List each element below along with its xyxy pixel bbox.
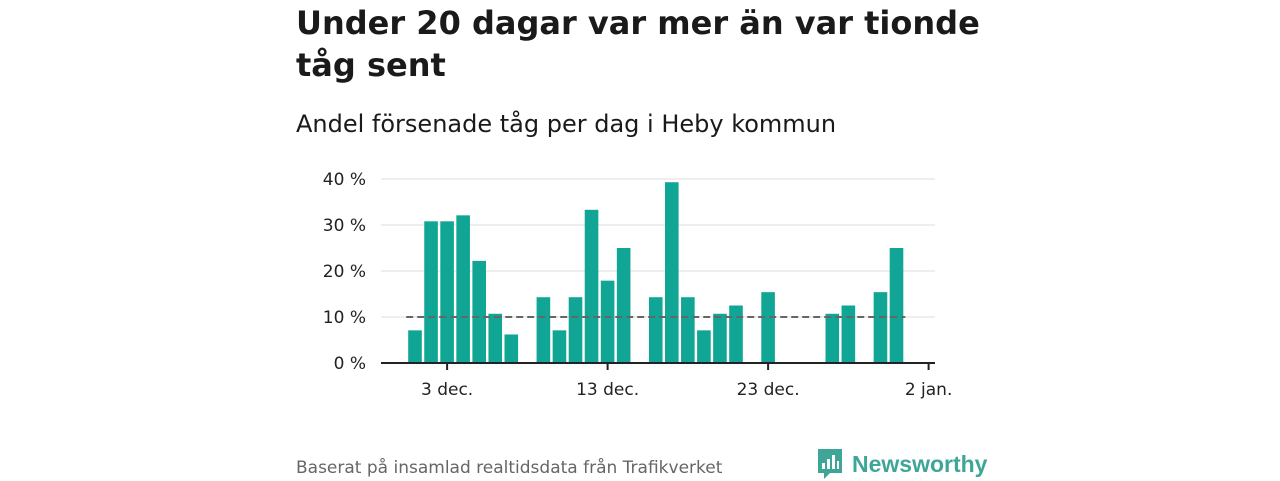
- brand-logo: Newsworthy: [816, 447, 987, 481]
- bar: [825, 313, 840, 363]
- bar: [889, 248, 904, 363]
- bar: [873, 292, 888, 363]
- brand-name: Newsworthy: [852, 450, 988, 477]
- bar: [681, 297, 695, 363]
- x-tick-label: 2 jan.: [905, 380, 953, 400]
- chart-title: Under 20 dagar var mer än var tionde tåg…: [296, 4, 980, 84]
- bar: [665, 182, 679, 363]
- x-tick-label: 3 dec.: [421, 380, 473, 400]
- source-note: Baserat på insamlad realtidsdata från Tr…: [296, 458, 723, 478]
- bar: [424, 221, 438, 363]
- bar-chart: 0 % 10 % 20 % 30 % 40 % 3 dec. 13 dec. 23 dec. 2…: [323, 170, 953, 400]
- bar: [488, 313, 503, 363]
- bar: [440, 221, 454, 363]
- bar: [600, 280, 615, 363]
- bar: [729, 305, 743, 363]
- tick-labels: 0 % 10 % 20 % 30 % 40 % 3 dec. 13 dec. 23 dec. 2…: [323, 170, 953, 400]
- bar: [472, 260, 486, 363]
- bar: [552, 330, 567, 363]
- bar: [456, 215, 470, 363]
- y-tick-label: 40 %: [323, 170, 366, 190]
- y-tick-label: 0 %: [334, 354, 366, 374]
- bar: [697, 330, 711, 363]
- bars: [408, 182, 904, 363]
- bar: [536, 297, 551, 363]
- x-axis: [381, 362, 935, 370]
- bar: [504, 334, 519, 363]
- bar: [584, 209, 599, 363]
- bar: [713, 313, 727, 363]
- y-tick-label: 30 %: [323, 216, 366, 236]
- x-tick-label: 23 dec.: [737, 380, 800, 400]
- bar: [408, 330, 422, 363]
- y-tick-label: 20 %: [323, 262, 366, 282]
- bar: [841, 305, 856, 363]
- newsworthy-logo-icon: [818, 449, 842, 479]
- bar: [568, 297, 583, 363]
- bar: [616, 248, 631, 363]
- bar: [648, 297, 663, 363]
- chart-subtitle: Andel försenade tåg per dag i Heby kommu…: [296, 110, 837, 138]
- bar: [761, 292, 775, 363]
- x-tick-label: 13 dec.: [576, 380, 639, 400]
- y-tick-label: 10 %: [323, 308, 366, 328]
